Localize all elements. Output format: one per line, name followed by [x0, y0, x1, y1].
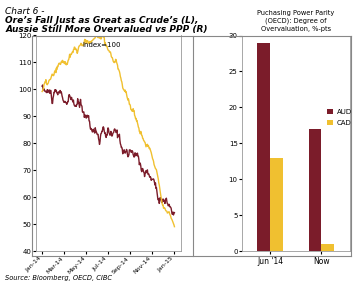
Text: Chart 6 -: Chart 6 -: [5, 7, 48, 16]
Bar: [257, 43, 270, 251]
Legend: AUD, CAD: AUD, CAD: [324, 106, 355, 129]
Bar: [321, 244, 334, 251]
Title: Puchasing Power Parity
(OECD): Degree of
Overvaluation, %-pts: Puchasing Power Parity (OECD): Degree of…: [257, 10, 334, 32]
Text: Aussie Still More Overvalued vs PPP (R): Aussie Still More Overvalued vs PPP (R): [5, 25, 208, 34]
Text: Index=100: Index=100: [82, 42, 121, 48]
Bar: [270, 158, 283, 251]
Text: Ore’s Fall Just as Great as Crude’s (L),: Ore’s Fall Just as Great as Crude’s (L),: [5, 16, 199, 25]
Text: Source: Bloomberg, OECD, CIBC: Source: Bloomberg, OECD, CIBC: [5, 275, 112, 281]
Bar: [308, 129, 321, 251]
